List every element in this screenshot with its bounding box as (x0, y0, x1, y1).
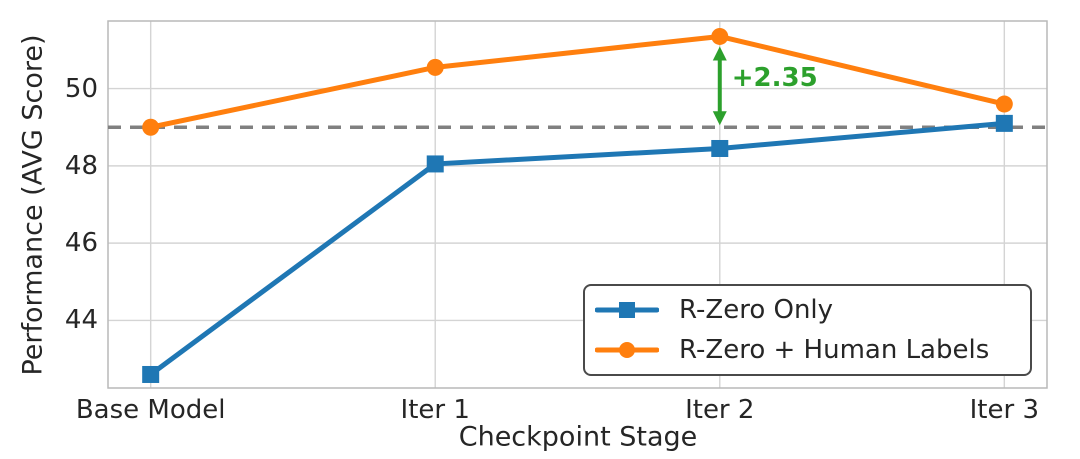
legend-label: R-Zero + Human Labels (679, 335, 990, 365)
plot-border (107, 20, 1048, 389)
legend-line-square-icon (595, 302, 659, 318)
x-tick-label: Iter 1 (400, 395, 470, 425)
y-tick-label: 46 (64, 228, 98, 259)
data-point-square (711, 139, 729, 157)
x-tick-label: Base Model (75, 395, 226, 425)
data-point-square (995, 114, 1013, 132)
series-line-r-zero-human-labels (148, 33, 1007, 130)
data-point-circle (426, 58, 444, 76)
data-point-square (426, 155, 444, 173)
arrow-head-up-icon (712, 46, 727, 61)
x-axis-label: Checkpoint Stage (458, 421, 698, 453)
series-line-r-zero-only (148, 120, 1007, 377)
data-point-square (142, 365, 160, 383)
legend-line-circle-icon (595, 342, 659, 358)
legend-sample-square (619, 302, 635, 318)
x-tick-label: Iter 3 (969, 395, 1039, 425)
y-tick-label: 48 (64, 150, 98, 181)
y-tick-label: 50 (64, 73, 98, 104)
legend-item-r-zero-human-labels: R-Zero + Human Labels (585, 330, 1030, 370)
legend-label: R-Zero Only (679, 295, 834, 325)
data-point-circle (711, 27, 729, 45)
data-point-circle (995, 95, 1013, 113)
legend-sample-circle (619, 342, 635, 358)
y-tick-label: 44 (64, 305, 98, 336)
x-tick-label: Iter 2 (685, 395, 755, 425)
arrow-head-down-icon (712, 111, 727, 126)
legend: R-Zero Only R-Zero + Human Labels (583, 284, 1032, 376)
gain-annotation: +2.35 (731, 62, 818, 93)
legend-item-r-zero-only: R-Zero Only (585, 290, 1030, 330)
data-point-circle (142, 118, 160, 136)
